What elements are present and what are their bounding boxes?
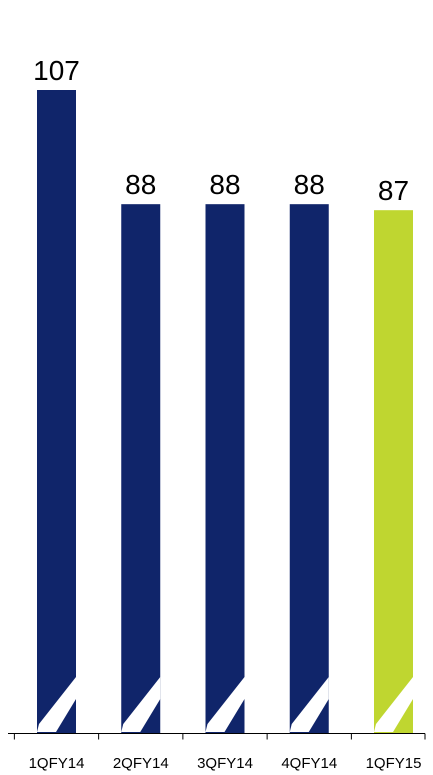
x-tick-label: 1QFY14 (29, 755, 85, 772)
axis-break-mark (289, 677, 329, 732)
data-label: 107 (33, 55, 80, 86)
data-label: 88 (125, 169, 156, 200)
data-label: 88 (209, 169, 240, 200)
bar-1QFY14 (37, 90, 76, 733)
axis-break-mark (374, 677, 413, 732)
axis-break-mark (37, 677, 76, 732)
data-label: 88 (294, 169, 325, 200)
data-label: 87 (378, 175, 409, 206)
bar-1QFY15 (374, 210, 413, 734)
bar-2QFY14 (121, 204, 161, 734)
bar-3QFY14 (205, 204, 245, 734)
x-ticks-layer: 1QFY14 2QFY14 3QFY14 4QFY14 1QFY15 (13, 733, 426, 772)
data-labels-layer: 107 88 88 88 87 (33, 55, 409, 206)
bar-4QFY14 (289, 204, 329, 734)
x-tick-label: 1QFY15 (366, 755, 422, 772)
x-tick-label: 4QFY14 (281, 755, 337, 772)
x-tick-label: 3QFY14 (197, 755, 253, 772)
axis-break-mark (205, 677, 245, 732)
x-tick-label: 2QFY14 (113, 755, 169, 772)
bars-layer (37, 90, 413, 734)
axis-break-mark (121, 677, 161, 732)
